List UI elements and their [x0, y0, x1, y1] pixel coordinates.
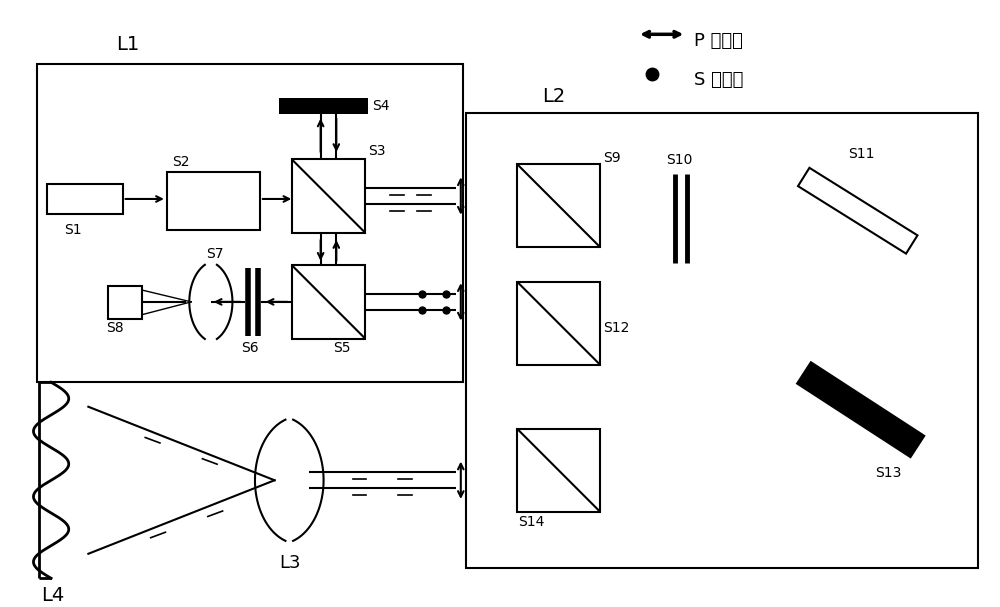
- Bar: [517, 429, 600, 512]
- Text: P 偏振光: P 偏振光: [694, 32, 743, 50]
- Bar: [167, 172, 260, 230]
- Text: L3: L3: [279, 554, 301, 572]
- Text: S7: S7: [206, 246, 223, 261]
- Text: S6: S6: [241, 341, 259, 355]
- Bar: [108, 286, 142, 319]
- Bar: [47, 185, 123, 214]
- Bar: [517, 282, 600, 365]
- Polygon shape: [796, 361, 926, 458]
- Text: S2: S2: [172, 155, 189, 169]
- Text: S3: S3: [368, 144, 385, 158]
- Bar: [292, 159, 365, 232]
- Text: S10: S10: [667, 152, 693, 166]
- Text: L2: L2: [542, 87, 566, 106]
- Text: S5: S5: [333, 341, 351, 355]
- Bar: [292, 265, 365, 339]
- Text: S14: S14: [518, 515, 544, 529]
- Text: S9: S9: [603, 151, 621, 164]
- Bar: [466, 113, 978, 569]
- Text: L1: L1: [116, 35, 139, 54]
- Text: S4: S4: [373, 99, 390, 113]
- Bar: [517, 164, 600, 248]
- Text: S 偏振光: S 偏振光: [694, 72, 743, 89]
- Text: S13: S13: [875, 466, 902, 480]
- Bar: [37, 64, 463, 382]
- Text: S11: S11: [848, 148, 874, 161]
- Text: S12: S12: [603, 321, 629, 335]
- Text: S8: S8: [106, 322, 124, 336]
- Text: S1: S1: [64, 223, 81, 237]
- Bar: [279, 98, 368, 114]
- Polygon shape: [798, 168, 917, 254]
- Text: L4: L4: [41, 586, 65, 605]
